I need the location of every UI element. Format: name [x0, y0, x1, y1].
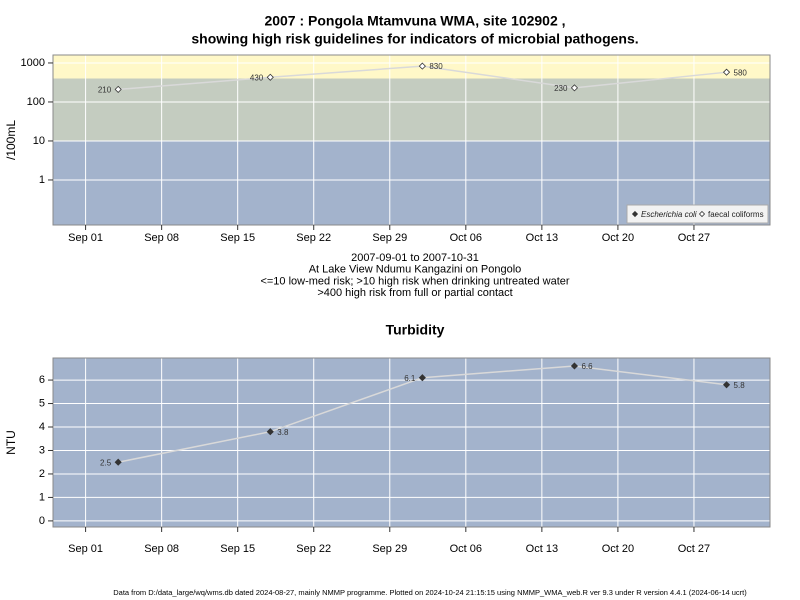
- x-tick-label: Oct 06: [450, 543, 482, 555]
- y-tick-label: 3: [39, 444, 45, 456]
- data-label: 2.5: [100, 458, 112, 467]
- chart-title: showing high risk guidelines for indicat…: [191, 31, 638, 47]
- point: [418, 374, 426, 382]
- y-tick-label: 1: [39, 174, 45, 186]
- y-axis-label: /100mL: [4, 120, 18, 160]
- x-tick-label: Sep 01: [68, 543, 103, 555]
- caption: 2007-09-01 to 2007-10-31: [351, 252, 479, 264]
- y-tick-label: 1: [39, 491, 45, 503]
- chart-title: Turbidity: [386, 322, 445, 338]
- y-tick-label: 5: [39, 397, 45, 409]
- y-axis-label: NTU: [4, 430, 18, 455]
- caption: >400 high risk from full or partial cont…: [317, 287, 512, 299]
- x-tick-label: Oct 27: [678, 543, 710, 555]
- y-tick-label: 100: [27, 96, 45, 108]
- x-tick-label: Oct 06: [450, 232, 482, 244]
- x-tick-label: Oct 20: [602, 543, 634, 555]
- point: [114, 85, 122, 93]
- x-tick-label: Sep 15: [220, 232, 255, 244]
- data-label: 210: [98, 86, 112, 95]
- data-label: 230: [554, 84, 568, 93]
- y-tick-label: 4: [39, 421, 45, 433]
- point: [266, 73, 274, 81]
- point: [570, 84, 579, 92]
- data-label: 3.8: [277, 428, 289, 437]
- x-tick-label: Sep 29: [372, 543, 407, 555]
- x-tick-label: Oct 20: [602, 232, 634, 244]
- x-tick-label: Sep 01: [68, 232, 103, 244]
- y-tick-label: 1000: [21, 57, 45, 69]
- x-tick-label: Sep 22: [296, 232, 331, 244]
- x-tick-label: Sep 15: [220, 543, 255, 555]
- y-tick-label: 6: [39, 374, 45, 386]
- caption: At Lake View Ndumu Kangazini on Pongolo: [309, 264, 522, 276]
- legend: Escherichia coli faecal coliforms: [626, 204, 769, 224]
- point: [114, 458, 122, 466]
- x-tick-label: Sep 08: [144, 543, 179, 555]
- y-tick-label: 2: [39, 468, 45, 480]
- y-tick-label: 0: [39, 515, 45, 527]
- x-tick-label: Sep 29: [372, 232, 407, 244]
- risk-band: [53, 78, 770, 141]
- data-label: 830: [429, 62, 443, 71]
- chart-title: 2007 : Pongola Mtamvuna WMA, site 102902…: [264, 13, 565, 29]
- footer: Data from D:/data_large/wq/wms.db dated …: [113, 588, 747, 597]
- x-tick-label: Oct 13: [526, 543, 558, 555]
- legend-label: Escherichia coli: [641, 210, 697, 219]
- point: [722, 381, 731, 389]
- point: [266, 428, 274, 436]
- x-tick-label: Sep 08: [144, 232, 179, 244]
- legend-marker: [698, 210, 706, 218]
- legend-marker: [631, 210, 639, 218]
- x-tick-label: Oct 13: [526, 232, 558, 244]
- data-label: 5.8: [734, 381, 746, 390]
- x-tick-label: Sep 22: [296, 543, 331, 555]
- data-label: 6.6: [581, 362, 593, 371]
- point: [570, 362, 579, 370]
- legend-label: faecal coliforms: [708, 210, 764, 219]
- y-tick-label: 10: [33, 135, 45, 147]
- x-tick-label: Oct 27: [678, 232, 710, 244]
- data-label: 430: [250, 73, 264, 82]
- data-label: 6.1: [404, 374, 416, 383]
- point: [418, 62, 426, 70]
- point: [722, 68, 731, 76]
- caption: <=10 low-med risk; >10 high risk when dr…: [260, 275, 569, 287]
- plot-frame: [52, 357, 771, 528]
- legend-box: [626, 204, 769, 224]
- data-label: 580: [734, 68, 748, 77]
- plot-background: [53, 358, 770, 527]
- plot-frame: [52, 54, 771, 226]
